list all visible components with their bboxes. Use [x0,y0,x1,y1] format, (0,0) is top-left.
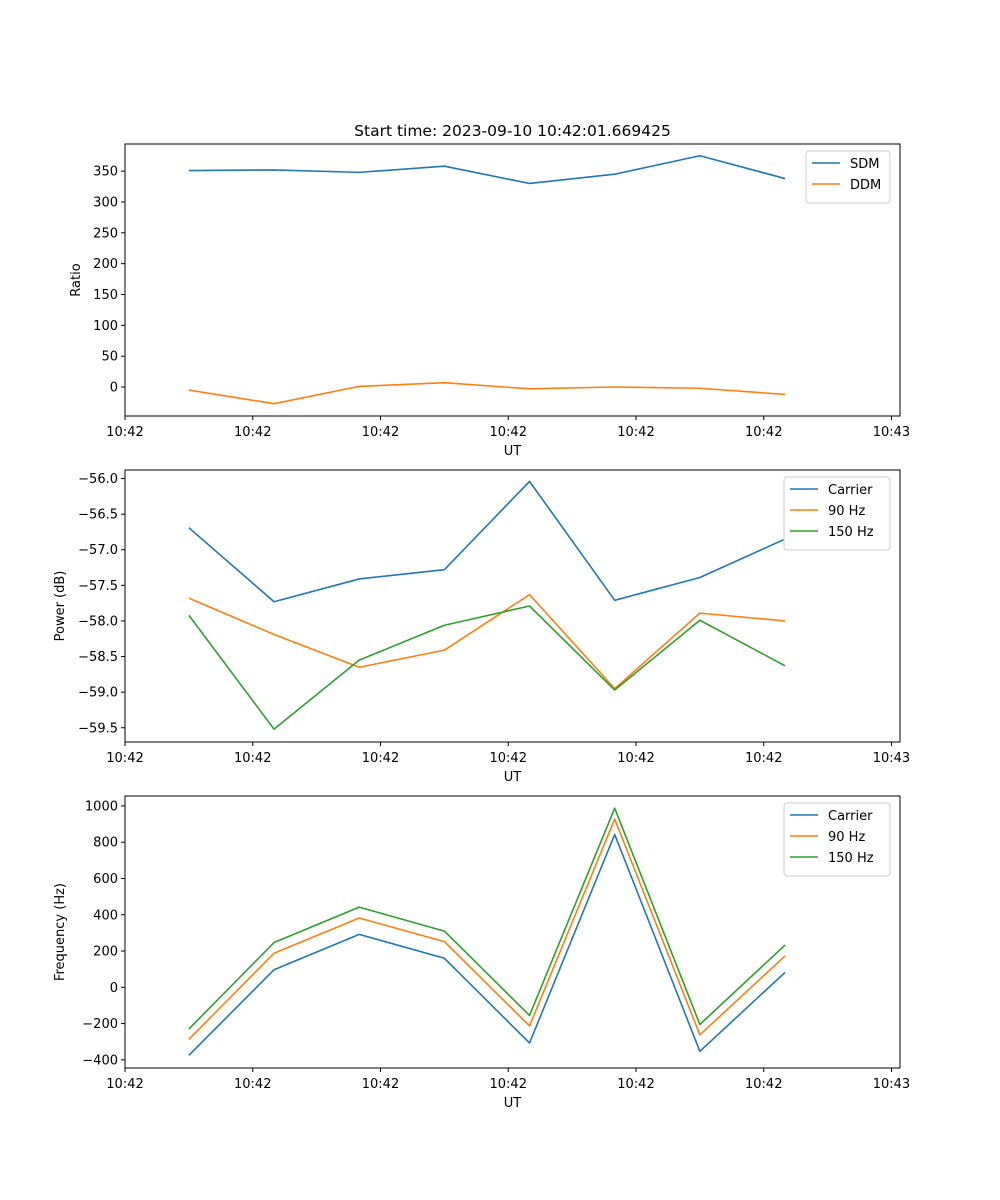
path-1-y-tick-label: 0 [110,381,118,396]
path-1-x-tick-label: 10:42 [234,425,271,440]
path-2-x-tick-label: 10:42 [362,751,399,766]
path-2-axes-frame [124,469,901,743]
path-3-y-tick-label: −400 [82,1053,118,1068]
path-1-axes-frame [124,143,901,417]
path-2-y-tick-label: −58.0 [78,614,118,629]
path-3-x-axis-label: UT [504,1096,522,1111]
path-1-series-line-sdm [188,154,786,185]
path-2-x-tick-label: 10:42 [617,751,654,766]
path-2-y-tick-label: −59.0 [78,686,118,701]
path-1-y-tick-label: 250 [93,226,118,241]
path-1-y-axis-label: Ratio [69,263,84,296]
path-2-y-tick-label: −58.5 [78,650,118,665]
path-2-series-line-carrier [188,480,786,603]
path-2-x-tick-label: 10:42 [106,751,143,766]
path-1-legend-label-sdm: SDM [850,157,879,172]
path-1-y-tick-label: 300 [93,195,118,210]
path-3-y-tick-label: 800 [93,836,118,851]
path-2-legend-label-90-hz: 90 Hz [828,504,865,519]
path-1-y-tick-label: 350 [93,165,118,180]
path-3-axes-frame [124,795,901,1069]
path-1-y-tick-label: 150 [93,288,118,303]
path-3-y-tick-label: 0 [110,981,118,996]
path-2-y-tick-label: −57.0 [78,543,118,558]
path-3-y-tick-label: −200 [82,1017,118,1032]
path-2-series-line-90-hz [188,593,786,690]
path-1-x-tick-label: 10:42 [617,425,654,440]
path-3-x-tick-label: 10:43 [873,1077,910,1092]
path-3-x-tick-label: 10:42 [362,1077,399,1092]
path-1-legend-label-ddm: DDM [850,178,881,193]
path-2-y-tick-label: −56.0 [78,472,118,487]
path-2-series-line-150-hz [188,605,786,730]
path-3-y-axis-label: Frequency (Hz) [53,883,68,981]
path-3-x-tick-label: 10:42 [106,1077,143,1092]
path-2-x-tick-label: 10:42 [745,751,782,766]
path-1-y-tick-label: 50 [101,350,118,365]
path-3-series-line-90-hz [188,818,786,1040]
path-2-y-tick-label: −56.5 [78,508,118,523]
path-1-x-tick-label: 10:42 [745,425,782,440]
path-3-series-line-carrier [188,833,786,1056]
path-2-y-tick-label: −57.5 [78,579,118,594]
frequency-panel: 10:42 10:42 10:42 10:42 10:42 10:42 10:43 −400 −… [53,795,910,1111]
path-1-series-line-ddm [188,381,786,405]
path-3-legend-label-carrier: Carrier [828,809,873,824]
path-2-x-tick-label: 10:43 [873,751,910,766]
path-3-x-tick-label: 10:42 [490,1077,527,1092]
path-1-x-tick-label: 10:42 [106,425,143,440]
path-3-y-tick-label: 200 [93,945,118,960]
ratio-panel: 10:42 10:42 10:42 10:42 10:42 10:42 10:43 0 50 10… [69,143,910,459]
path-3-x-tick-label: 10:42 [617,1077,654,1092]
path-3-legend-label-150-hz: 150 Hz [828,851,874,866]
path-2-legend-label-150-hz: 150 Hz [828,525,874,540]
chart-title: Start time: 2023-09-10 10:42:01.669425 [354,122,671,140]
path-1-x-tick-label: 10:42 [362,425,399,440]
path-3-series-line-150-hz [188,807,786,1030]
path-3-x-tick-label: 10:42 [745,1077,782,1092]
path-1-y-tick-label: 100 [93,319,118,334]
path-2-x-axis-label: UT [504,770,522,785]
path-1-legend-box [805,150,891,204]
path-3-x-tick-label: 10:42 [234,1077,271,1092]
path-1-y-tick-label: 200 [93,257,118,272]
path-2-x-tick-label: 10:42 [490,751,527,766]
path-2-x-tick-label: 10:42 [234,751,271,766]
path-3-y-tick-label: 600 [93,872,118,887]
path-1-x-tick-label: 10:43 [873,425,910,440]
path-3-y-tick-label: 1000 [85,799,118,814]
path-1-x-tick-label: 10:42 [490,425,527,440]
path-1-x-axis-label: UT [504,444,522,459]
path-3-legend-label-90-hz: 90 Hz [828,830,865,845]
path-3-y-tick-label: 400 [93,908,118,923]
path-2-y-tick-label: −59.5 [78,721,118,736]
path-2-y-axis-label: Power (dB) [53,571,68,642]
power-panel: 10:42 10:42 10:42 10:42 10:42 10:42 10:43 −59.5… [53,469,910,785]
path-2-legend-label-carrier: Carrier [828,483,873,498]
